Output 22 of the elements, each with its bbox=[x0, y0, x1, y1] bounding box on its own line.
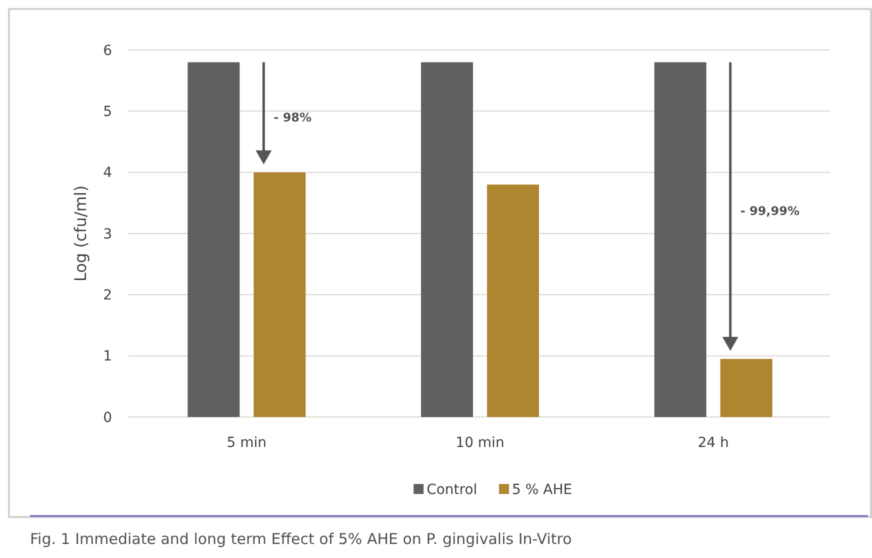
bar bbox=[654, 62, 706, 417]
y-tick-label: 6 bbox=[103, 42, 112, 59]
bar bbox=[720, 358, 772, 417]
bar bbox=[188, 62, 240, 417]
bar bbox=[487, 184, 539, 417]
legend-label: Control bbox=[426, 482, 478, 498]
y-tick-label: 5 bbox=[103, 104, 112, 120]
x-tick-label: 24 h bbox=[698, 435, 729, 451]
annotation: - 98% bbox=[274, 110, 312, 124]
legend-label: 5 % AHE bbox=[512, 482, 572, 498]
bar bbox=[421, 62, 473, 417]
caption: Fig. 1 Immediate and long term Effect of 5% AHE on P. gingivalis In-Vitro bbox=[30, 530, 572, 548]
x-tick-label: 5 min bbox=[226, 435, 267, 451]
x-tick-label: 10 min bbox=[456, 435, 504, 451]
y-axis-title: Log (cfu/ml) bbox=[71, 185, 90, 282]
annotation: - 99,99% bbox=[740, 204, 800, 218]
y-tick-label: 2 bbox=[103, 288, 112, 304]
y-tick-label: 0 bbox=[103, 410, 112, 426]
bar bbox=[254, 172, 306, 417]
y-tick-label: 4 bbox=[103, 165, 112, 182]
y-tick-label: 1 bbox=[103, 348, 112, 365]
y-tick-label: 3 bbox=[103, 226, 112, 242]
